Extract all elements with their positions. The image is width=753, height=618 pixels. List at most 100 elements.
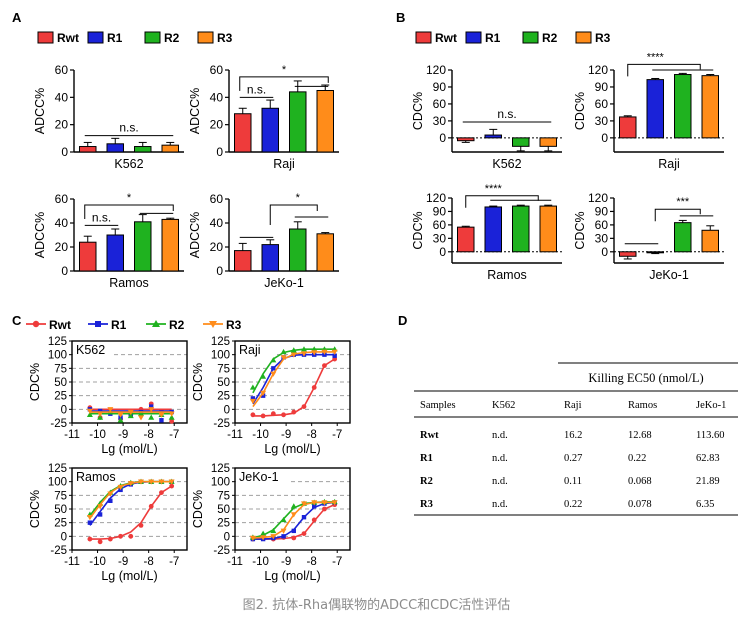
data-point-r2 xyxy=(97,414,104,420)
bar-rwt xyxy=(619,251,637,257)
data-point-r3 xyxy=(260,390,267,396)
data-point-r2 xyxy=(86,411,93,417)
legend-swatch-b-rwt xyxy=(415,31,432,44)
significance-label: n.s. xyxy=(92,210,111,224)
legend-marker-c-r1 xyxy=(95,321,101,327)
data-point-r3 xyxy=(311,500,318,506)
legend-label-a-r3: R3 xyxy=(217,31,233,45)
data-point-r1 xyxy=(250,396,256,401)
panel-a-jeko-1: 0 20 40 60 ADCC% JeKo-1 * xyxy=(188,192,339,290)
y-tick-label: 0 xyxy=(61,264,68,278)
legend-swatch-b-r3 xyxy=(575,31,592,44)
x-tick-label: -8 xyxy=(307,429,317,441)
data-point-r3 xyxy=(86,408,93,414)
bar-r2 xyxy=(134,221,152,272)
x-tick-label: -7 xyxy=(332,429,342,441)
significance-label: **** xyxy=(485,183,503,195)
x-tick-label: -9 xyxy=(281,556,291,568)
y-tick-label: 60 xyxy=(433,97,447,111)
x-axis-title: K562 xyxy=(492,157,521,171)
significance-label: * xyxy=(127,192,132,204)
legend-label-b-r1: R1 xyxy=(485,31,501,45)
bar-r1 xyxy=(106,143,124,153)
plot-title: Ramos xyxy=(76,470,116,484)
table-cell: 6.35 xyxy=(696,499,714,510)
row-label: R1 xyxy=(420,453,433,464)
bar-r1 xyxy=(261,244,279,272)
data-point-r2 xyxy=(138,410,144,416)
data-point-r1 xyxy=(281,534,286,539)
data-point-r3 xyxy=(280,355,287,361)
y-axis-label: CDC% xyxy=(573,211,587,249)
table-cell: 0.22 xyxy=(564,499,582,510)
y-tick-label: 25 xyxy=(217,391,230,403)
y-tick-label: -25 xyxy=(50,545,67,557)
data-point-r3 xyxy=(168,479,175,485)
data-point-r3 xyxy=(280,528,287,534)
y-tick-label: 50 xyxy=(217,377,230,389)
data-point-rwt xyxy=(260,413,266,419)
data-point-rwt xyxy=(138,523,144,528)
data-point-rwt xyxy=(87,536,93,542)
fit-curve-r2 xyxy=(89,480,172,517)
y-tick-label: 0 xyxy=(216,264,223,278)
table-cell: n.d. xyxy=(492,453,508,464)
data-point-rwt xyxy=(311,517,317,523)
bar-rwt xyxy=(234,113,252,153)
column-header-raji: Raji xyxy=(564,400,582,411)
panel-a-k562: 0 20 40 60 ADCC% K562 n.s. xyxy=(33,63,184,171)
data-point-r3 xyxy=(107,491,114,497)
data-point-r3 xyxy=(331,500,338,506)
significance-bracket xyxy=(269,204,318,225)
y-tick-label: 50 xyxy=(54,504,67,516)
significance-bracket xyxy=(654,208,701,222)
table-cell: 0.27 xyxy=(564,453,582,464)
bar-r2 xyxy=(674,222,692,253)
data-point-r3 xyxy=(301,501,307,507)
data-point-r2 xyxy=(290,503,297,509)
y-tick-label: 75 xyxy=(54,363,67,375)
y-tick-label: 20 xyxy=(55,240,69,254)
legend-marker-c-r2 xyxy=(152,320,160,327)
y-tick-label: 25 xyxy=(217,518,230,530)
data-point-r1 xyxy=(108,498,113,503)
ec50-table: Killing EC50 (nmol/L) Samples K562 Raji Ramo… xyxy=(414,344,738,516)
data-point-r3 xyxy=(321,500,328,506)
bar-r1 xyxy=(261,107,279,153)
significance-label: n.s. xyxy=(247,82,266,96)
x-axis-label: Lg (mol/L) xyxy=(264,442,320,456)
bar-r3 xyxy=(701,75,719,139)
legend-marker-c-rwt xyxy=(32,320,40,328)
panel-a-ramos: 0 20 40 60 ADCC% Ramos * n.s. xyxy=(33,192,184,290)
data-point-rwt xyxy=(281,412,286,418)
data-point-rwt xyxy=(322,506,327,512)
y-tick-label: 60 xyxy=(55,63,69,77)
bar-rwt xyxy=(234,250,252,272)
y-tick-label: 0 xyxy=(224,531,230,543)
bar-r2 xyxy=(289,91,307,153)
y-tick-label: 0 xyxy=(224,404,230,416)
data-point-r1 xyxy=(301,515,307,520)
data-point-r3 xyxy=(331,349,338,355)
column-header-k562: K562 xyxy=(492,400,515,411)
y-tick-label: 40 xyxy=(55,90,69,104)
data-point-r3 xyxy=(107,407,114,413)
y-axis-label: CDC% xyxy=(573,92,587,130)
x-tick-label: -8 xyxy=(307,556,317,568)
significance-label: n.s. xyxy=(497,107,516,121)
x-tick-label: -7 xyxy=(332,556,342,568)
data-point-r2 xyxy=(290,347,297,353)
x-tick-label: -11 xyxy=(227,556,243,568)
plot-title: K562 xyxy=(76,343,105,357)
plot-title-bg xyxy=(236,469,290,484)
figure-caption: 图2. 抗体-Rha偶联物的ADCC和CDC活性评估 xyxy=(242,598,511,613)
x-tick-label: -7 xyxy=(169,429,179,441)
bar-r2 xyxy=(512,205,530,253)
data-point-r3 xyxy=(158,412,165,418)
y-tick-label: 60 xyxy=(210,63,224,77)
data-point-rwt xyxy=(322,363,327,368)
y-axis-label: CDC% xyxy=(191,363,205,401)
